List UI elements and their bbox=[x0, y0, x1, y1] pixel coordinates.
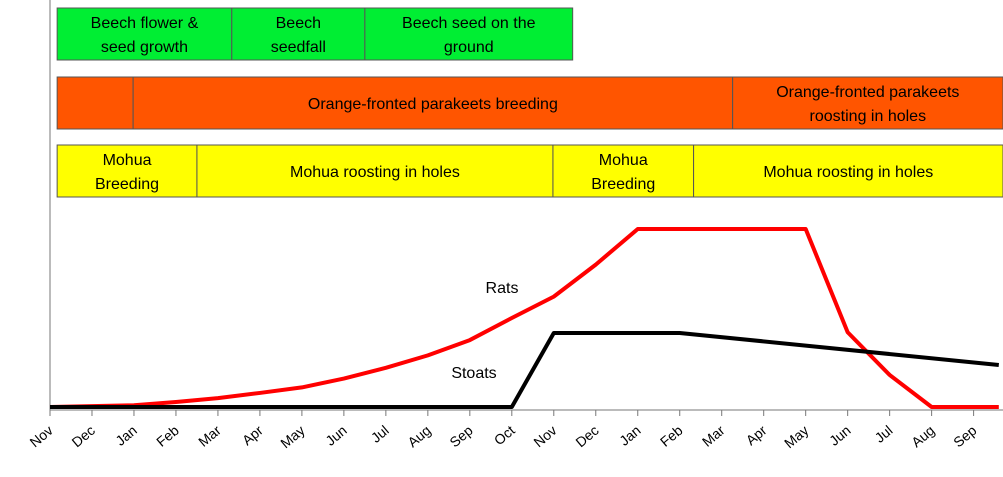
segment-label: Breeding bbox=[95, 176, 159, 193]
segment-label: Breeding bbox=[591, 176, 655, 193]
segment-label: seedfall bbox=[271, 39, 326, 56]
series-label: Rats bbox=[486, 280, 519, 297]
timeline-segment bbox=[56, 76, 134, 130]
timeline-segment bbox=[231, 7, 366, 61]
x-tick-label: Sep bbox=[446, 422, 476, 450]
x-tick-label: Jun bbox=[826, 422, 854, 449]
x-tick-label: Feb bbox=[153, 422, 182, 450]
x-tick-label: Nov bbox=[530, 422, 559, 450]
segment-label: Mohua bbox=[103, 152, 152, 169]
timeline-segment bbox=[732, 76, 1003, 130]
x-tick-label: Dec bbox=[69, 422, 98, 450]
x-tick-label: Sep bbox=[950, 422, 980, 450]
segment-label: roosting in holes bbox=[810, 108, 927, 125]
x-tick-label: May bbox=[781, 422, 812, 451]
segment-label: Mohua roosting in holes bbox=[290, 164, 460, 181]
x-tick-label: Jan bbox=[112, 422, 140, 449]
segment-label: Mohua bbox=[599, 152, 648, 169]
x-tick-label: Aug bbox=[404, 422, 433, 450]
x-tick-label: Mar bbox=[195, 422, 224, 450]
segment-label: Beech bbox=[276, 15, 321, 32]
x-tick-label: Feb bbox=[657, 422, 686, 450]
x-tick-label: Jun bbox=[322, 422, 350, 449]
segment-label: Mohua roosting in holes bbox=[763, 164, 933, 181]
x-tick-label: Jan bbox=[616, 422, 644, 449]
segment-label: ground bbox=[444, 39, 494, 56]
timeline-segment bbox=[132, 76, 734, 130]
x-tick-label: Apr bbox=[743, 422, 770, 448]
segment-label: Orange-fronted parakeets bbox=[776, 84, 959, 101]
timeline-segment bbox=[196, 144, 554, 198]
x-tick-label: Aug bbox=[908, 422, 937, 450]
x-tick-label: Dec bbox=[572, 422, 601, 450]
timeline-segment bbox=[552, 144, 695, 198]
segment-label: Orange-fronted parakeets breeding bbox=[308, 96, 558, 113]
x-tick-label: Mar bbox=[699, 422, 728, 450]
timeline-segment bbox=[693, 144, 1003, 198]
series-line bbox=[49, 227, 999, 409]
x-tick-label: Nov bbox=[27, 422, 56, 450]
timeline-segment bbox=[56, 7, 233, 61]
series-label: Stoats bbox=[451, 365, 496, 382]
segment-label: Beech seed on the bbox=[402, 15, 536, 32]
segment-label: Beech flower & bbox=[91, 15, 199, 32]
segment-label: seed growth bbox=[101, 39, 188, 56]
x-tick-label: Apr bbox=[239, 422, 266, 448]
series-line bbox=[50, 330, 1000, 409]
timeline-segment bbox=[364, 7, 574, 61]
x-tick-label: Oct bbox=[491, 422, 518, 448]
x-tick-label: May bbox=[277, 422, 308, 451]
x-tick-label: Jul bbox=[368, 422, 392, 446]
x-tick-label: Jul bbox=[872, 422, 896, 446]
timeline-segment bbox=[56, 144, 198, 198]
